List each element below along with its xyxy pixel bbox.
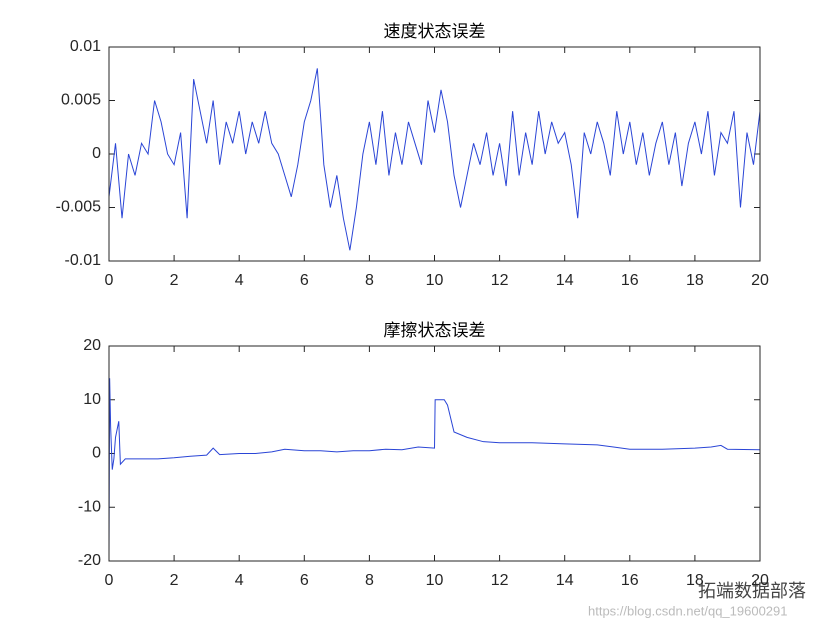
x-tick-label: 16 bbox=[621, 572, 639, 589]
x-tick-label: 10 bbox=[426, 572, 444, 589]
x-tick-label: 16 bbox=[621, 272, 639, 289]
x-tick-label: 0 bbox=[105, 272, 114, 289]
x-tick-label: 18 bbox=[686, 272, 704, 289]
y-tick-label: -10 bbox=[78, 498, 101, 515]
y-tick-label: 0 bbox=[92, 445, 101, 462]
x-tick-label: 18 bbox=[686, 572, 704, 589]
y-tick-label: 0.005 bbox=[61, 92, 101, 109]
x-tick-label: 20 bbox=[751, 572, 769, 589]
x-tick-label: 14 bbox=[556, 572, 574, 589]
x-tick-label: 20 bbox=[751, 272, 769, 289]
y-tick-label: 0.01 bbox=[70, 38, 101, 55]
watermark-url: https://blog.csdn.net/qq_19600291 bbox=[588, 603, 788, 618]
x-tick-label: 8 bbox=[365, 272, 374, 289]
y-tick-label: 0 bbox=[92, 145, 101, 162]
x-tick-label: 12 bbox=[491, 572, 509, 589]
x-tick-label: 4 bbox=[235, 272, 244, 289]
y-tick-label: 10 bbox=[83, 391, 101, 408]
x-tick-label: 2 bbox=[170, 572, 179, 589]
x-tick-label: 6 bbox=[300, 572, 309, 589]
x-tick-label: 8 bbox=[365, 572, 374, 589]
axes-box bbox=[108, 345, 761, 562]
x-tick-label: 2 bbox=[170, 272, 179, 289]
x-tick-label: 12 bbox=[491, 272, 509, 289]
y-tick-label: -20 bbox=[78, 552, 101, 569]
chart-title: 摩擦状态误差 bbox=[384, 321, 486, 340]
x-tick-label: 6 bbox=[300, 272, 309, 289]
x-tick-label: 10 bbox=[426, 272, 444, 289]
y-tick-label: -0.005 bbox=[56, 199, 101, 216]
x-tick-label: 4 bbox=[235, 572, 244, 589]
y-tick-label: 20 bbox=[83, 337, 101, 354]
x-tick-label: 14 bbox=[556, 272, 574, 289]
watermark-brand: 拓端数据部落 bbox=[698, 581, 806, 601]
y-tick-label: -0.01 bbox=[65, 252, 102, 269]
x-tick-label: 0 bbox=[105, 572, 114, 589]
chart-title: 速度状态误差 bbox=[384, 22, 486, 41]
axes-box bbox=[108, 46, 761, 262]
data-line bbox=[108, 378, 761, 556]
data-line bbox=[108, 68, 761, 251]
